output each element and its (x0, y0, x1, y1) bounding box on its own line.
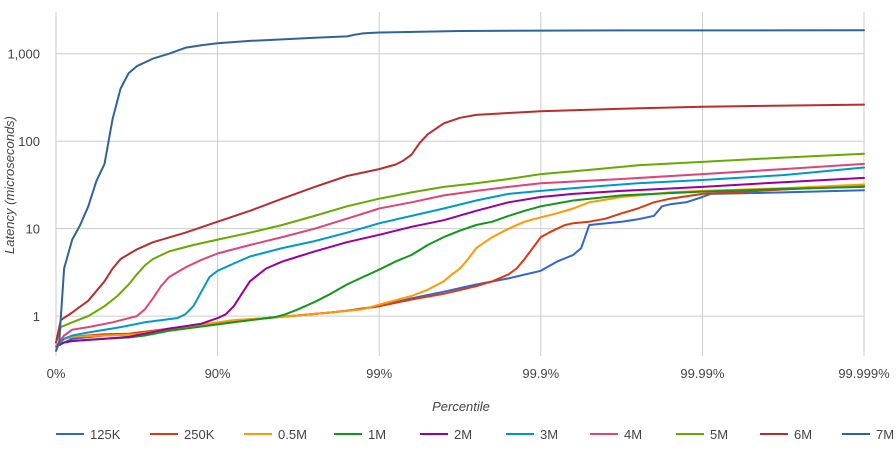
series-line-1m (55, 185, 865, 348)
x-axis-title: Percentile (432, 399, 490, 414)
y-axis-title: Latency (microseconds) (2, 116, 17, 254)
x-tick-label: 0% (47, 366, 66, 381)
legend-item-4m[interactable]: 4M (590, 427, 642, 442)
x-tick-label: 90% (205, 366, 231, 381)
x-tick-label: 99.999% (838, 366, 890, 381)
legend-item-250k[interactable]: 250K (150, 427, 215, 442)
y-tick-label: 1 (33, 309, 40, 324)
legend-label: 250K (184, 427, 215, 442)
legend-item-5m[interactable]: 5M (676, 427, 728, 442)
legend-label: 5M (710, 427, 728, 442)
series-line-3m (55, 166, 865, 348)
legend-label: 4M (624, 427, 642, 442)
legend-label: 0.5M (278, 427, 307, 442)
legend-item-6m[interactable]: 6M (760, 427, 812, 442)
y-axis-ticks: 1 10 100 1,000 (7, 47, 40, 324)
legend-label: 7M (876, 427, 894, 442)
legend-item-7m[interactable]: 7M (842, 427, 894, 442)
series-line-5m (55, 152, 865, 344)
series-line-250k (55, 184, 865, 348)
legend-item-1m[interactable]: 1M (334, 427, 386, 442)
x-tick-label: 99.9% (522, 366, 559, 381)
legend: 125K 250K 0.5M 1M 2M 3M 4M 5M 6M 7M (56, 427, 894, 442)
x-axis-ticks: 0% 90% 99% 99.9% 99.99% 99.999% (47, 366, 890, 381)
legend-label: 2M (454, 427, 472, 442)
legend-item-2m[interactable]: 2M (420, 427, 472, 442)
series-line-0.5m (55, 183, 865, 348)
x-tick-label: 99.99% (680, 366, 725, 381)
legend-label: 3M (540, 427, 558, 442)
legend-item-0.5m[interactable]: 0.5M (244, 427, 307, 442)
x-tick-label: 99% (366, 366, 392, 381)
legend-label: 6M (794, 427, 812, 442)
y-tick-label: 1,000 (7, 47, 40, 62)
legend-item-3m[interactable]: 3M (506, 427, 558, 442)
series-lines (55, 29, 865, 352)
series-line-7m (55, 29, 865, 352)
series-line-6m (55, 103, 865, 344)
legend-label: 125K (90, 427, 121, 442)
legend-item-125k[interactable]: 125K (56, 427, 121, 442)
grid-lines (55, 12, 865, 356)
y-tick-label: 100 (18, 134, 40, 149)
y-tick-label: 10 (26, 222, 40, 237)
series-line-2m (55, 176, 865, 348)
legend-label: 1M (368, 427, 386, 442)
series-line-4m (55, 162, 865, 348)
